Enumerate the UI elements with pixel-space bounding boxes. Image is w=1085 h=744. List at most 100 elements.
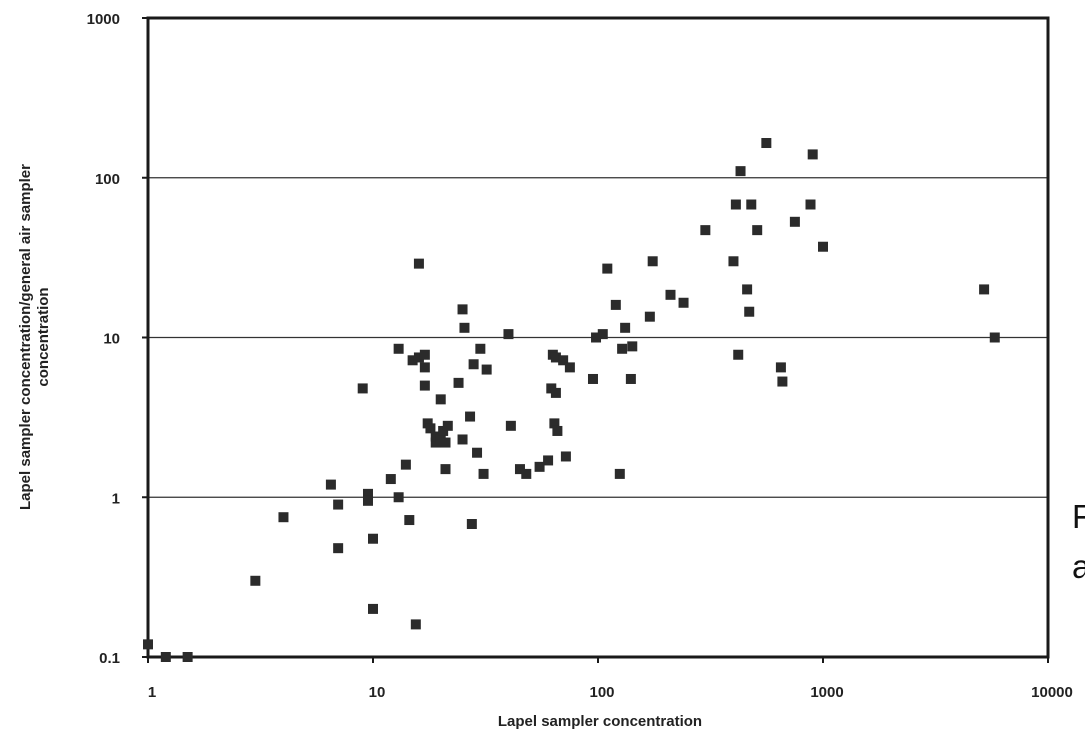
data-point xyxy=(744,306,755,317)
data-point xyxy=(442,420,453,431)
x-tick-label: 10 xyxy=(369,684,386,701)
data-point xyxy=(549,418,560,429)
x-tick-label: 1 xyxy=(148,684,156,701)
data-point xyxy=(143,639,153,650)
data-point xyxy=(453,377,464,388)
data-point xyxy=(325,479,336,490)
y-axis-title-line-1: Lapel sampler concentration/general air … xyxy=(17,164,34,510)
data-point xyxy=(413,352,424,363)
data-point xyxy=(989,332,1000,343)
data-point xyxy=(362,495,373,506)
data-point xyxy=(503,329,514,340)
data-point xyxy=(620,322,631,333)
data-point xyxy=(521,468,532,479)
data-point xyxy=(602,263,613,274)
y-tick-labels: 0.1 1 10 100 1000 xyxy=(87,11,120,667)
data-point xyxy=(543,455,554,466)
axis-ticks xyxy=(142,17,1049,663)
data-point xyxy=(647,256,658,267)
data-point xyxy=(475,343,486,354)
data-point xyxy=(413,258,424,269)
data-point xyxy=(514,464,525,475)
x-tick-label: 1000 xyxy=(810,684,843,701)
data-point xyxy=(478,468,489,479)
data-point xyxy=(385,474,396,485)
data-point xyxy=(400,459,411,470)
data-point xyxy=(752,225,763,236)
y-axis-title-line-2: concentration xyxy=(35,287,52,386)
data-point xyxy=(419,349,430,360)
data-point xyxy=(333,543,344,554)
data-point xyxy=(818,241,828,252)
data-point xyxy=(550,352,561,363)
data-point xyxy=(468,359,479,370)
data-point xyxy=(777,376,788,387)
data-point xyxy=(730,199,741,210)
data-point xyxy=(457,304,468,315)
data-point xyxy=(807,149,818,160)
data-point xyxy=(979,284,990,295)
data-point xyxy=(466,519,477,530)
y-tick-label: 1 xyxy=(112,490,120,507)
y-tick-label: 100 xyxy=(95,171,120,188)
data-point xyxy=(362,488,373,499)
data-point xyxy=(250,575,261,586)
data-point xyxy=(614,468,625,479)
data-point xyxy=(552,425,563,436)
data-point xyxy=(610,299,621,310)
data-point xyxy=(182,652,193,662)
data-point xyxy=(459,322,470,333)
data-point xyxy=(625,373,636,384)
data-point xyxy=(160,652,171,662)
data-point xyxy=(700,225,711,236)
cropped-side-text-1: F xyxy=(1072,498,1085,535)
data-point xyxy=(438,425,449,436)
data-point xyxy=(440,464,451,475)
data-point xyxy=(678,297,689,308)
y-tick-label: 1000 xyxy=(87,11,120,28)
data-point xyxy=(558,355,569,366)
x-tick-labels: 1 10 100 1000 10000 xyxy=(148,684,1073,701)
y-tick-label: 10 xyxy=(103,331,120,348)
data-point xyxy=(278,512,289,523)
data-point xyxy=(430,437,441,448)
data-point xyxy=(465,411,476,422)
data-point xyxy=(742,284,753,295)
data-point xyxy=(457,434,468,445)
data-point xyxy=(665,289,676,300)
data-point xyxy=(430,431,441,442)
data-point xyxy=(410,619,421,630)
data-point xyxy=(597,329,608,340)
data-point xyxy=(472,447,483,458)
data-point xyxy=(627,341,638,352)
data-point xyxy=(733,349,744,360)
y-tick-label: 0.1 xyxy=(99,650,120,667)
data-point xyxy=(617,343,628,354)
data-point xyxy=(587,373,598,384)
x-axis-title: Lapel sampler concentration xyxy=(498,713,702,730)
data-point xyxy=(368,603,378,614)
data-point xyxy=(419,362,430,373)
data-point xyxy=(368,533,378,544)
data-point xyxy=(746,199,757,210)
x-tick-label: 10000 xyxy=(1031,684,1073,701)
data-point xyxy=(393,492,404,503)
data-point xyxy=(644,311,655,322)
data-point xyxy=(440,437,451,448)
data-point xyxy=(419,380,430,391)
data-point xyxy=(591,332,602,343)
data-point xyxy=(333,499,344,510)
data-point xyxy=(407,355,418,366)
data-point xyxy=(534,461,545,472)
data-point xyxy=(357,383,368,394)
x-tick-label: 100 xyxy=(589,684,614,701)
data-point xyxy=(404,515,415,526)
data-point xyxy=(481,364,492,375)
data-point xyxy=(560,451,571,462)
data-point xyxy=(735,166,746,177)
data-points xyxy=(143,138,1000,662)
data-point xyxy=(393,343,404,354)
data-point xyxy=(550,387,561,398)
data-point xyxy=(425,423,436,434)
